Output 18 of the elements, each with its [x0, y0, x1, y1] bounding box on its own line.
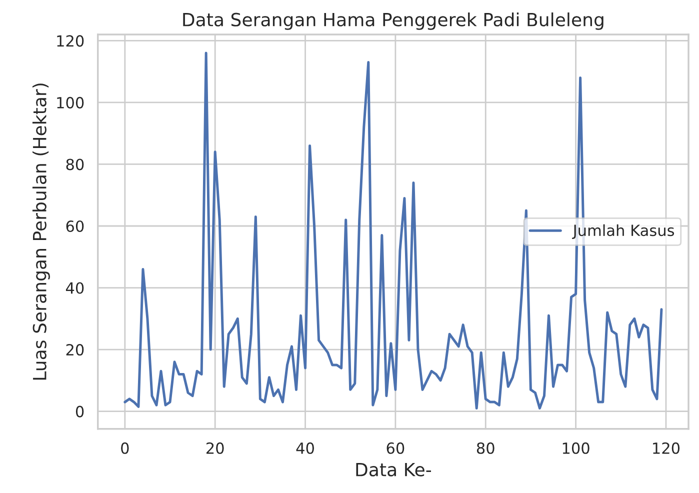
x-tick-label: 20 [206, 442, 224, 454]
x-tick-label: 0 [121, 442, 129, 454]
y-tick-label: 80 [66, 158, 84, 170]
y-tick-label: 40 [66, 282, 84, 294]
y-tick-label: 60 [66, 220, 84, 232]
chart-title: Data Serangan Hama Penggerek Padi Buleleng [183, 12, 604, 30]
x-tick-label: 60 [386, 442, 404, 454]
x-tick-label: 100 [562, 442, 590, 454]
y-tick-label: 0 [76, 406, 84, 418]
x-tick-label: 120 [653, 442, 680, 454]
y-tick-label: 120 [57, 35, 84, 47]
y-axis-title: Luas Serangan Perbulan (Hektar) [32, 84, 50, 380]
x-tick-label: 40 [296, 442, 314, 454]
y-tick-label: 20 [66, 344, 84, 356]
legend-label: Jumlah Kasus [572, 224, 674, 239]
x-tick-label: 80 [476, 442, 494, 454]
x-axis-title: Data Ke- [356, 463, 432, 476]
y-tick-label: 100 [57, 96, 84, 108]
